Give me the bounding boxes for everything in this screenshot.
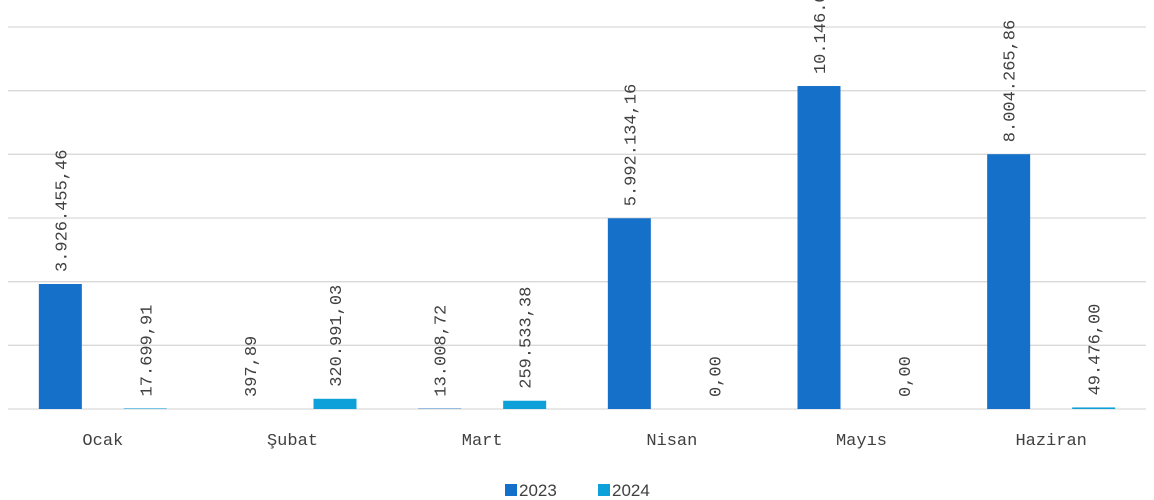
x-tick-label: Nisan [646,432,697,451]
x-tick-label: Şubat [267,432,318,451]
bar-2024-Haziran [1072,407,1116,409]
legend-label: 2024 [612,481,650,500]
bar-2024-Mart [503,400,547,409]
bar-2023-Ocak [38,284,82,409]
legend-swatch-2023 [505,484,517,496]
legend-swatch-2024 [598,484,610,496]
data-labels: 3.926.455,46 17.699,91 397,89 320.991,03 13.… [53,0,1105,397]
bar-2023-Haziran [987,154,1031,409]
data-label: 8.004.265,86 [1002,20,1021,142]
gridlines [8,26,1146,410]
bar-2023-Nisan [607,218,651,409]
data-label: 0,00 [707,356,726,397]
data-label: 397,89 [243,336,262,397]
legend-label: 2023 [519,481,557,500]
data-label: 49.476,00 [1087,304,1106,396]
data-label: 17.699,91 [138,305,157,397]
x-axis-ticks: Ocak Şubat Mart Nisan Mayıs Haziran [82,432,1086,451]
data-label: 0,00 [897,356,916,397]
x-tick-label: Ocak [82,432,123,451]
x-tick-label: Mayıs [836,432,887,451]
data-label: 320.991,03 [328,285,347,387]
bar-2023-Mayıs [797,86,841,409]
data-label: 259.533,38 [518,287,537,389]
data-label: 5.992.134,16 [622,84,641,206]
bar-2024-Şubat [313,398,357,409]
x-tick-label: Haziran [1015,432,1086,451]
data-label: 13.008,72 [433,305,452,397]
legend: 2023 2024 [505,481,650,500]
data-label: 3.926.455,46 [53,150,72,272]
x-tick-label: Mart [462,432,503,451]
bar-2024-Ocak [123,408,167,409]
data-label: 10.146.066,10 [812,0,831,74]
bars [38,86,1116,409]
